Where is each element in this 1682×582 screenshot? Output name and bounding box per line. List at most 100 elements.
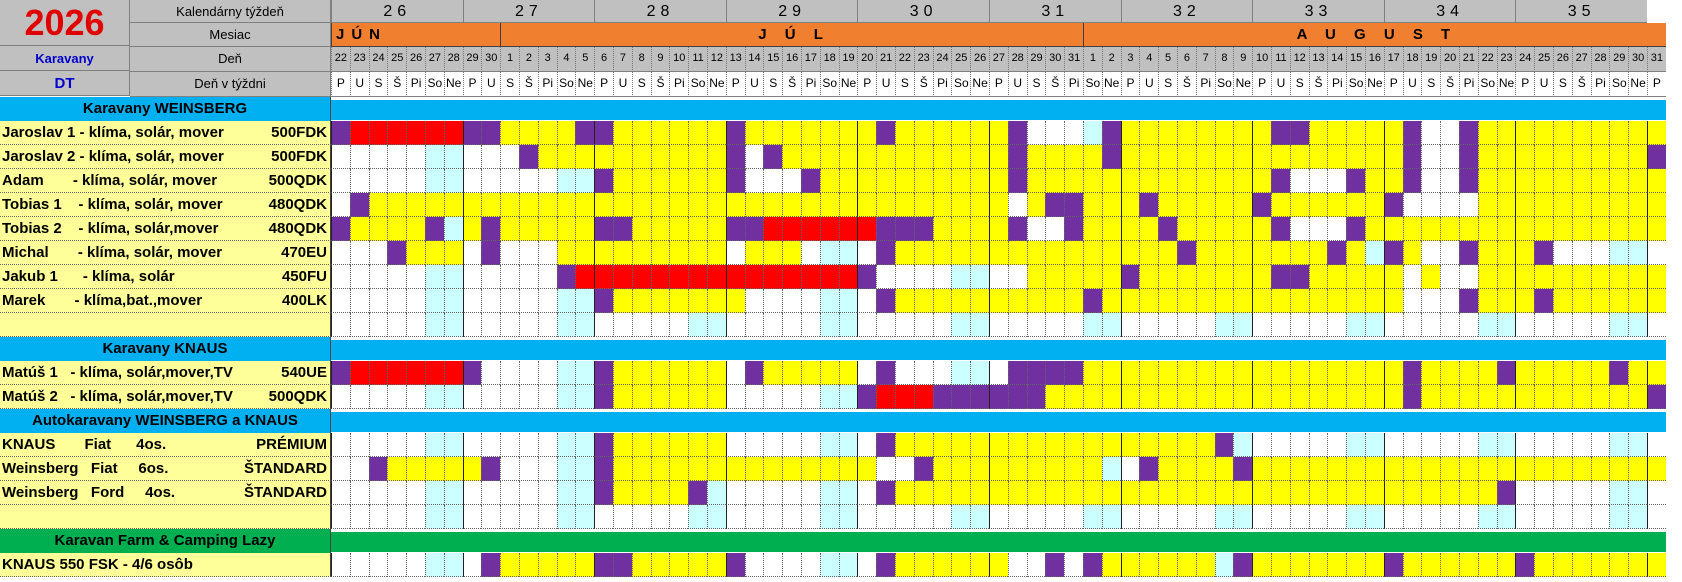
booking-cell[interactable]: [1026, 169, 1046, 193]
booking-cell[interactable]: [1571, 169, 1591, 193]
booking-cell[interactable]: [801, 145, 820, 169]
booking-cell[interactable]: [1477, 265, 1497, 289]
booking-cell[interactable]: [763, 433, 783, 457]
booking-cell[interactable]: [857, 265, 877, 289]
booking-cell[interactable]: [1609, 457, 1629, 481]
booking-cell[interactable]: [725, 241, 745, 265]
booking-cell[interactable]: [989, 553, 1008, 577]
booking-cell[interactable]: [519, 457, 538, 481]
booking-cell[interactable]: [631, 361, 651, 385]
booking-cell[interactable]: [1120, 457, 1140, 481]
booking-cell[interactable]: [650, 289, 670, 313]
booking-cell[interactable]: [1365, 145, 1384, 169]
booking-cell[interactable]: [1327, 193, 1347, 217]
booking-cell[interactable]: [1214, 481, 1234, 505]
booking-cell[interactable]: [1252, 121, 1271, 145]
booking-cell[interactable]: [1609, 433, 1629, 457]
booking-cell[interactable]: [1628, 385, 1647, 409]
booking-cell[interactable]: [1327, 505, 1347, 529]
booking-cell[interactable]: [801, 121, 820, 145]
booking-cell[interactable]: [1628, 121, 1647, 145]
booking-cell[interactable]: [1289, 385, 1309, 409]
booking-cell[interactable]: [1158, 553, 1177, 577]
booking-cell[interactable]: [462, 145, 482, 169]
booking-cell[interactable]: [1289, 289, 1309, 313]
booking-cell[interactable]: [1101, 313, 1121, 337]
booking-cell[interactable]: [1045, 385, 1065, 409]
booking-cell[interactable]: [1195, 361, 1215, 385]
booking-cell[interactable]: [1402, 457, 1422, 481]
booking-cell[interactable]: [500, 553, 519, 577]
booking-cell[interactable]: [1083, 217, 1102, 241]
booking-cell[interactable]: [1026, 217, 1046, 241]
booking-cell[interactable]: [725, 505, 745, 529]
booking-cell[interactable]: [1590, 289, 1610, 313]
booking-cell[interactable]: [631, 289, 651, 313]
booking-cell[interactable]: [669, 505, 689, 529]
booking-cell[interactable]: [650, 121, 670, 145]
booking-cell[interactable]: [1233, 505, 1253, 529]
booking-cell[interactable]: [1440, 169, 1459, 193]
booking-cell[interactable]: [519, 265, 538, 289]
booking-cell[interactable]: [349, 481, 369, 505]
booking-cell[interactable]: [725, 313, 745, 337]
booking-cell[interactable]: [1421, 169, 1441, 193]
booking-cell[interactable]: [932, 265, 952, 289]
booking-cell[interactable]: [1440, 289, 1459, 313]
booking-cell[interactable]: [1402, 313, 1422, 337]
booking-cell[interactable]: [951, 289, 971, 313]
booking-cell[interactable]: [594, 169, 613, 193]
booking-cell[interactable]: [1534, 481, 1553, 505]
booking-cell[interactable]: [1365, 505, 1384, 529]
booking-cell[interactable]: [1647, 241, 1666, 265]
booking-cell[interactable]: [650, 457, 670, 481]
booking-cell[interactable]: [425, 457, 444, 481]
booking-cell[interactable]: [368, 121, 388, 145]
booking-cell[interactable]: [913, 265, 933, 289]
booking-cell[interactable]: [613, 481, 632, 505]
booking-cell[interactable]: [594, 289, 613, 313]
booking-cell[interactable]: [594, 361, 613, 385]
booking-cell[interactable]: [1271, 433, 1290, 457]
booking-cell[interactable]: [1007, 433, 1027, 457]
booking-cell[interactable]: [913, 217, 933, 241]
booking-cell[interactable]: [1440, 361, 1459, 385]
booking-cell[interactable]: [857, 553, 877, 577]
booking-cell[interactable]: [1496, 481, 1516, 505]
booking-cell[interactable]: [613, 505, 632, 529]
booking-cell[interactable]: [1402, 169, 1422, 193]
booking-cell[interactable]: [443, 169, 463, 193]
booking-cell[interactable]: [537, 289, 557, 313]
booking-cell[interactable]: [1120, 505, 1140, 529]
booking-cell[interactable]: [989, 193, 1008, 217]
booking-cell[interactable]: [725, 385, 745, 409]
booking-cell[interactable]: [1477, 313, 1497, 337]
booking-cell[interactable]: [782, 145, 801, 169]
booking-cell[interactable]: [669, 457, 689, 481]
booking-cell[interactable]: [613, 289, 632, 313]
booking-cell[interactable]: [1271, 553, 1290, 577]
booking-cell[interactable]: [594, 457, 613, 481]
booking-cell[interactable]: [368, 241, 388, 265]
booking-cell[interactable]: [406, 145, 425, 169]
booking-cell[interactable]: [519, 313, 538, 337]
booking-cell[interactable]: [688, 193, 707, 217]
booking-cell[interactable]: [1158, 505, 1177, 529]
booking-cell[interactable]: [857, 361, 877, 385]
booking-cell[interactable]: [556, 457, 576, 481]
booking-cell[interactable]: [1647, 553, 1666, 577]
booking-cell[interactable]: [932, 505, 952, 529]
booking-cell[interactable]: [895, 313, 914, 337]
booking-cell[interactable]: [1177, 385, 1196, 409]
booking-cell[interactable]: [744, 145, 764, 169]
booking-cell[interactable]: [650, 553, 670, 577]
booking-cell[interactable]: [462, 457, 482, 481]
booking-cell[interactable]: [989, 121, 1008, 145]
booking-cell[interactable]: [688, 385, 707, 409]
booking-cell[interactable]: [669, 121, 689, 145]
booking-cell[interactable]: [1327, 265, 1347, 289]
booking-cell[interactable]: [1365, 121, 1384, 145]
booking-cell[interactable]: [349, 121, 369, 145]
booking-cell[interactable]: [838, 313, 858, 337]
booking-cell[interactable]: [1383, 433, 1403, 457]
